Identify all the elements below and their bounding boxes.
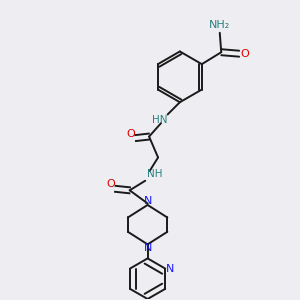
Text: NH: NH — [147, 169, 162, 179]
Text: O: O — [240, 49, 249, 59]
Text: HN: HN — [152, 115, 168, 125]
Text: O: O — [106, 179, 115, 189]
Text: N: N — [143, 243, 152, 253]
Text: N: N — [166, 263, 174, 274]
Text: O: O — [126, 129, 135, 139]
Text: NH₂: NH₂ — [209, 20, 230, 30]
Text: N: N — [143, 196, 152, 206]
